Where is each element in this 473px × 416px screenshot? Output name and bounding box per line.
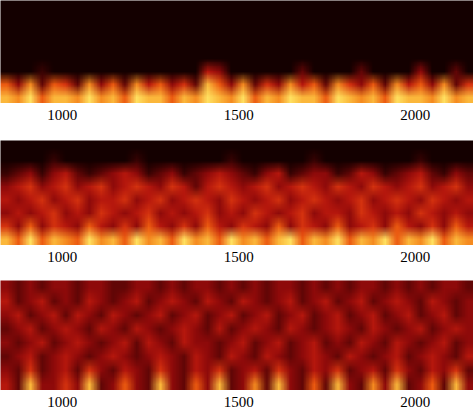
svg-text:1500: 1500 [224, 394, 254, 410]
svg-text:1000: 1000 [47, 107, 77, 123]
svg-text:2000: 2000 [400, 394, 430, 410]
svg-text:1000: 1000 [47, 249, 77, 265]
svg-text:1000: 1000 [47, 394, 77, 410]
svg-text:2000: 2000 [400, 107, 430, 123]
svg-text:1500: 1500 [224, 107, 254, 123]
svg-text:1500: 1500 [224, 249, 254, 265]
svg-text:2000: 2000 [400, 249, 430, 265]
